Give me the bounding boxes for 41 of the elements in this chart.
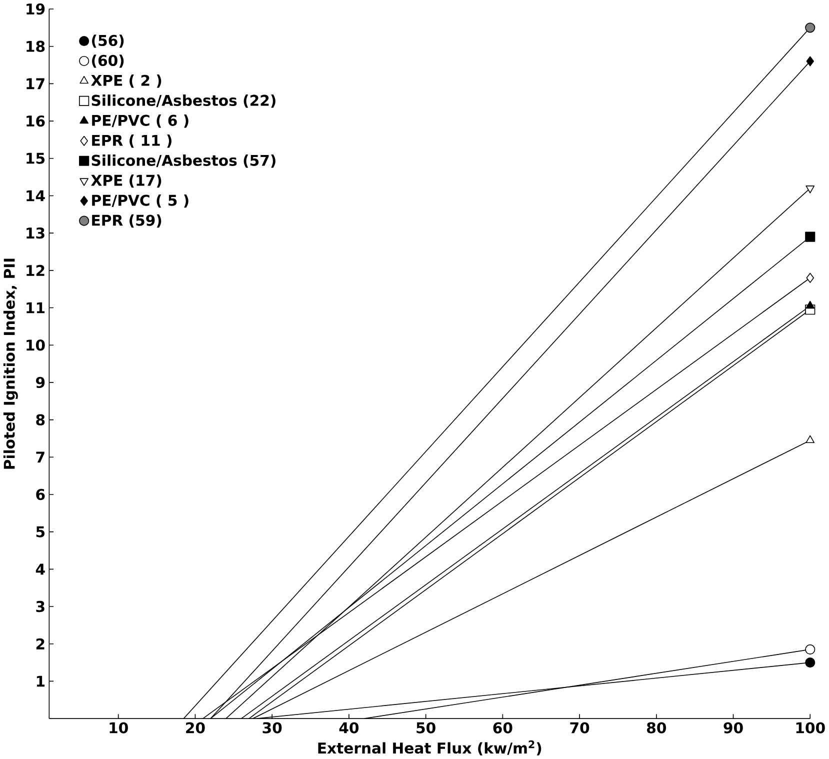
y-tick-label: 10	[26, 340, 45, 351]
y-tick-label: 16	[26, 116, 45, 127]
y-tick-label: 14	[26, 190, 45, 202]
y-tick-label: 2	[36, 638, 44, 650]
y-tick-label: 17	[26, 78, 44, 90]
legend-label: (60)	[92, 54, 124, 68]
legend-label: (56)	[92, 34, 124, 48]
y-tick-label: 7	[36, 452, 44, 463]
y-tick-label: 11	[26, 302, 45, 314]
x-tick-label: 60	[493, 722, 512, 734]
legend-label: XPE (17)	[91, 174, 162, 188]
y-axis-title: Piloted Ignition Index, PII	[3, 258, 18, 469]
x-tick-label: 10	[110, 722, 128, 734]
x-tick-label: 90	[724, 722, 743, 734]
legend-label: Silicone/Asbestos (22)	[92, 94, 276, 108]
x-tick-label: 80	[647, 722, 666, 734]
y-tick-label: 12	[26, 265, 44, 276]
y-tick-label: 19	[26, 4, 45, 15]
legend-label: PE/PVC ( 6 )	[92, 114, 188, 128]
x-tick-label: 50	[416, 722, 436, 734]
x-tick-label: 20	[186, 722, 205, 734]
legend-label: EPR ( 11 )	[92, 134, 172, 148]
y-tick-label: 18	[26, 40, 45, 52]
x-tick-label: 100	[796, 722, 825, 734]
legend-label: Silicone/Asbestos (57)	[92, 154, 276, 168]
y-tick-label: 3	[36, 601, 44, 612]
y-tick-label: 15	[26, 152, 45, 164]
y-tick-label: 9	[36, 376, 45, 388]
legend-label: XPE ( 2 )	[91, 74, 162, 88]
y-tick-label: 8	[36, 414, 45, 426]
y-tick-label: 1	[36, 676, 45, 687]
legend-label: PE/PVC ( 5 )	[92, 194, 188, 208]
y-tick-label: 4	[36, 564, 45, 575]
x-axis-title: External Heat Flux (kw/m$^{2}$)	[318, 740, 542, 756]
x-tick-label: 40	[339, 722, 359, 734]
legend-label: EPR (59)	[92, 214, 162, 228]
y-tick-label: 6	[36, 488, 45, 500]
y-tick-label: 13	[26, 228, 44, 239]
x-tick-label: 70	[570, 722, 590, 734]
x-tick-label: 30	[262, 722, 282, 734]
y-tick-label: 5	[36, 526, 45, 538]
